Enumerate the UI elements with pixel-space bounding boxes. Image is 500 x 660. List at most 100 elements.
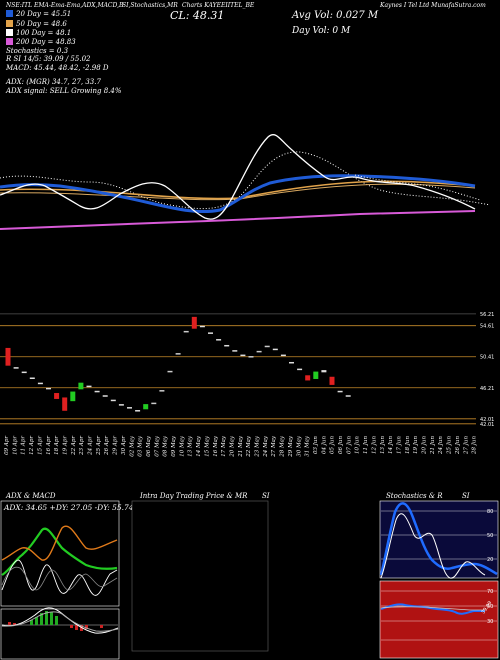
candle (345, 395, 351, 397)
date-tick-label: 19 Jun (413, 436, 419, 454)
rsi-gray-line (380, 606, 485, 611)
legend-50-day: 50 Day = 48.6 (6, 20, 67, 28)
adx-macd-panel-label: ADX & MACD (6, 492, 56, 500)
adx-gray-line (1, 566, 118, 591)
intraday-panel (131, 500, 269, 652)
price-close-line (0, 134, 476, 220)
candle (329, 376, 335, 385)
candle (167, 370, 173, 373)
date-tick-label: 14 Jun (388, 436, 394, 454)
adx-panel (0, 500, 120, 607)
macd-hist-bar-13 (100, 625, 103, 628)
date-tick-label: 20 Jun (422, 436, 428, 455)
candle (224, 344, 230, 347)
date-tick-label: 27 May (271, 435, 277, 458)
candle (70, 391, 76, 402)
candle (264, 345, 270, 348)
candle (289, 361, 294, 364)
header-site: Kaynes I Tel Ltd MunafaSutra.com (380, 2, 486, 9)
date-tick-label: 10 Jun (355, 436, 361, 454)
candle (305, 375, 311, 381)
date-tick-label: 16 May (213, 435, 219, 457)
macd-hist-bar-3 (30, 620, 33, 625)
ema-100-dotted-line (0, 151, 491, 210)
candle (297, 368, 303, 371)
price-level-label: 46.21 (480, 386, 494, 392)
candle (143, 404, 149, 410)
candle (13, 367, 19, 369)
rsi-panel (379, 580, 499, 659)
legend-swatch-50 (6, 20, 13, 27)
date-tick-label: 24 Jun (438, 436, 444, 455)
date-tick-label: 27 Jun (463, 436, 469, 455)
date-tick-label: 26 Apr (104, 436, 110, 456)
rsi-blue-line (380, 603, 485, 615)
si-panel-label: SI (262, 492, 270, 500)
rsi-readout: R SI 14/5: 39.09 / 55.02 (6, 55, 91, 63)
candle (127, 407, 132, 409)
candle (5, 347, 11, 366)
candle (321, 370, 327, 373)
date-tick-label: 30 Apr (121, 436, 127, 455)
date-tick-label: 24 May (263, 435, 269, 458)
candle (46, 387, 51, 390)
rsi-label-high: 70 (487, 589, 493, 595)
candle (183, 330, 189, 333)
rsi-label-mid: 50 (487, 604, 493, 610)
adx-signal-readout: ADX signal: SELL Growing 8.4% (6, 87, 122, 95)
legend-swatch-100 (6, 29, 13, 36)
date-tick-label: 02 May (129, 435, 135, 457)
rsi-label-low: 30 (487, 619, 493, 625)
macd-hist-bar-12 (85, 625, 88, 629)
ema-20-line (0, 174, 476, 214)
date-tick-label: 12 Apr (29, 436, 35, 455)
candle (248, 356, 254, 358)
macd-hist-bar-2 (13, 623, 16, 625)
date-tick-label: 31 May (305, 435, 311, 457)
stoch-label-20: 20 (487, 557, 493, 563)
candlesticks (5, 316, 351, 412)
candle (240, 354, 246, 357)
macd-hist-bar-4 (35, 617, 38, 625)
date-tick-label: 15 Apr (37, 436, 43, 455)
date-tick-label: 10 May (179, 435, 185, 457)
date-tick-label: 17 Jun (396, 436, 402, 454)
candle (102, 395, 108, 397)
macd-hist-bar-6 (45, 611, 48, 625)
candle (191, 316, 197, 329)
date-tick-label: 03 Jun (313, 436, 319, 454)
price-level-label: 42.01 (480, 417, 494, 423)
legend-label-200: 200 Day = 48.83 (16, 38, 76, 46)
legend-100-day: 100 Day = 48.1 (6, 29, 71, 37)
close-price-label: CL: 48.31 (170, 9, 225, 22)
date-tick-label: 30 May (296, 435, 302, 457)
macd-hist-bar-5 (40, 613, 43, 625)
adx-panel-readout: ADX: 34.65 +DY: 27.05 -DY: 55.74 (3, 503, 134, 512)
candle (337, 390, 343, 393)
date-tick-label: 22 May (246, 435, 252, 458)
header-symbol: NSE:ITL EMA-Ema-Ema,ADX,MACD,B (6, 2, 124, 9)
header-chart-title: Charts KAYEEIITEL_BE (182, 2, 255, 9)
header-indicators: SI,Stochastics,MR (122, 2, 178, 9)
candle (78, 382, 84, 390)
adx-readout: ADX: (MGR) 34.7, 27, 33.7 (6, 78, 101, 86)
candle (21, 371, 27, 374)
adx-green-line (1, 527, 118, 576)
date-tick-label: 06 Jun (338, 436, 344, 454)
date-tick-label: 23 Apr (79, 436, 85, 456)
date-tick-label: 28 May (280, 435, 286, 458)
date-tick-label: 15 May (204, 435, 210, 457)
date-tick-label: 10 Apr (12, 436, 18, 455)
date-axis: 09 Apr 10 Apr 11 Apr 12 Apr 15 Apr 16 Apr 18 A… (4, 435, 478, 458)
candle (86, 385, 92, 388)
price-level-label: 56.21 (480, 312, 494, 318)
macd-histogram (8, 611, 103, 631)
signal-dotted-line (354, 174, 481, 201)
avg-volume-label: Avg Vol: 0.027 M (292, 10, 379, 21)
candle (313, 371, 319, 379)
macd-readout: MACD: 45.44, 48.42, -2.98 D (6, 64, 109, 72)
legend-label-50: 50 Day = 48.6 (16, 20, 67, 28)
candle (232, 350, 238, 352)
macd-line (1, 607, 119, 634)
legend-20-day: 20 Day = 45.51 (6, 10, 71, 18)
